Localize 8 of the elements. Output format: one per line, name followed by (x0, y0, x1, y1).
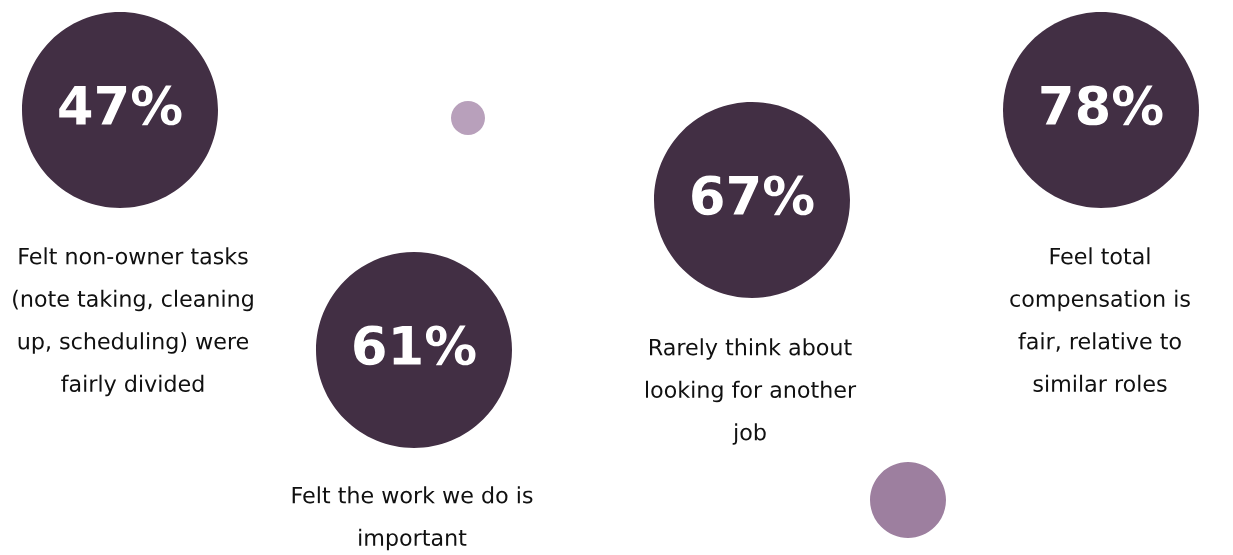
category-label: Felt the work we do is important (292, 486, 533, 551)
data-label: 78% (1041, 85, 1163, 126)
data-label: 47% (59, 85, 182, 126)
category-label: Feel total compensation is fair, relative to similar roles (1010, 247, 1190, 392)
data-label: 67% (692, 175, 814, 216)
category-label: Rarely think about looking for another job (646, 338, 857, 445)
data-label: 61% (354, 325, 476, 366)
category-label: Felt non-owner tasks (note taking, cleaning up, scheduling) were fairly divided (13, 247, 253, 397)
